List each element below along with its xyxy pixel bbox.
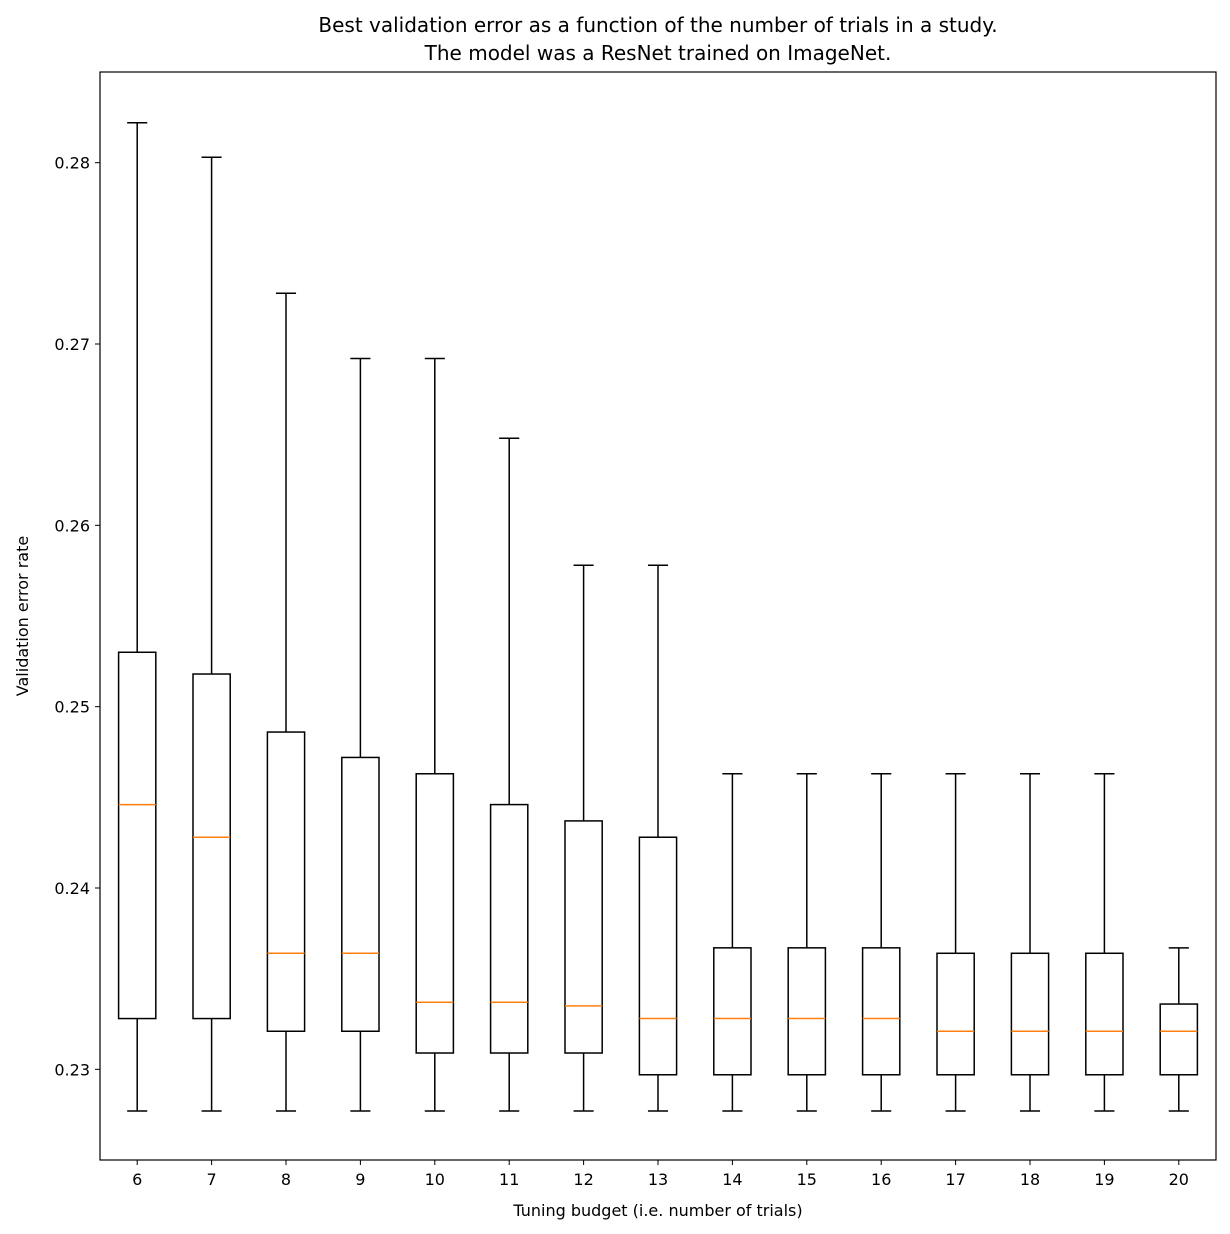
x-tick-label: 15 xyxy=(797,1170,817,1189)
x-tick-label: 19 xyxy=(1094,1170,1114,1189)
iqr-box xyxy=(936,952,975,1076)
iqr-box xyxy=(117,651,157,1020)
chart-title-line-2: The model was a ResNet trained on ImageN… xyxy=(424,41,892,65)
iqr-box xyxy=(861,947,901,1076)
iqr-box xyxy=(713,947,752,1076)
box-11 xyxy=(489,437,529,1112)
chart-title-line-1: Best validation error as a function of t… xyxy=(318,13,997,37)
iqr-box xyxy=(1159,1003,1199,1076)
y-tick-label: 0.23 xyxy=(54,1060,90,1079)
x-tick-label: 16 xyxy=(871,1170,891,1189)
plot-area xyxy=(117,122,1199,1112)
box-15 xyxy=(787,773,827,1112)
box-19 xyxy=(1085,773,1124,1112)
iqr-box xyxy=(638,836,678,1076)
x-axis-label: Tuning budget (i.e. number of trials) xyxy=(512,1201,802,1220)
iqr-box xyxy=(415,773,455,1054)
box-16 xyxy=(861,773,901,1112)
x-tick-label: 17 xyxy=(945,1170,965,1189)
iqr-box xyxy=(564,820,603,1054)
box-18 xyxy=(1010,773,1050,1112)
y-axis: 0.23 0.24 0.25 0.26 0.27 0.28 xyxy=(54,154,100,1079)
iqr-box xyxy=(192,673,231,1020)
x-tick-label: 14 xyxy=(722,1170,742,1189)
box-10 xyxy=(415,357,455,1112)
x-tick-label: 20 xyxy=(1169,1170,1189,1189)
x-tick-label: 11 xyxy=(499,1170,519,1189)
box-20 xyxy=(1159,947,1199,1112)
iqr-box xyxy=(1085,952,1124,1076)
box-6 xyxy=(117,122,157,1112)
iqr-box xyxy=(266,731,306,1033)
iqr-box xyxy=(341,756,380,1033)
iqr-box xyxy=(787,947,827,1076)
x-tick-label: 8 xyxy=(281,1170,291,1189)
iqr-box xyxy=(489,803,529,1054)
y-tick-label: 0.24 xyxy=(54,879,90,898)
iqr-box xyxy=(1010,952,1050,1076)
y-tick-label: 0.25 xyxy=(54,698,90,717)
y-axis-label: Validation error rate xyxy=(13,536,32,696)
box-7 xyxy=(192,156,231,1112)
box-12 xyxy=(564,564,603,1112)
x-tick-label: 12 xyxy=(573,1170,593,1189)
box-17 xyxy=(936,773,975,1112)
x-tick-label: 6 xyxy=(132,1170,142,1189)
x-tick-label: 7 xyxy=(207,1170,217,1189)
box-8 xyxy=(266,292,306,1112)
box-14 xyxy=(713,773,752,1112)
x-tick-label: 13 xyxy=(648,1170,668,1189)
y-tick-label: 0.26 xyxy=(54,516,90,535)
y-tick-label: 0.27 xyxy=(54,335,90,354)
x-tick-label: 18 xyxy=(1020,1170,1040,1189)
box-9 xyxy=(341,357,380,1112)
x-tick-label: 9 xyxy=(355,1170,365,1189)
x-tick-label: 10 xyxy=(425,1170,445,1189)
box-13 xyxy=(638,564,678,1112)
y-tick-label: 0.28 xyxy=(54,154,90,173)
x-axis: 6 7 8 9 10 11 12 13 14 15 16 17 18 19 20 xyxy=(132,1160,1189,1189)
